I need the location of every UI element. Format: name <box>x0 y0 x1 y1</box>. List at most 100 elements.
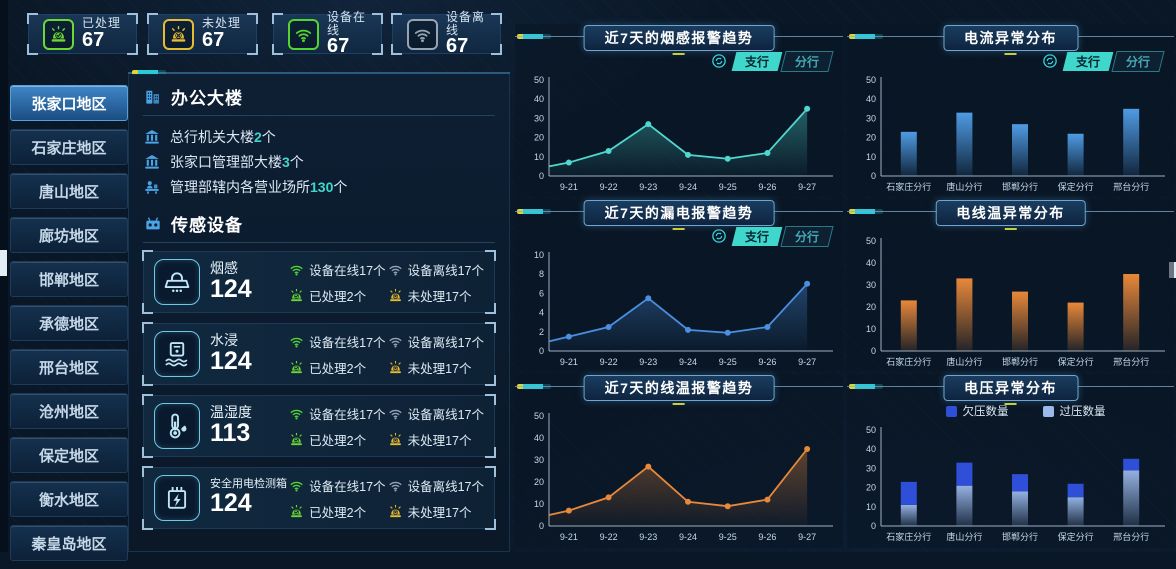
stat-count: 17 <box>457 263 472 278</box>
sidebar-item-hengshui[interactable]: 衡水地区 <box>10 481 128 517</box>
svg-text:30: 30 <box>866 463 876 473</box>
stat-value: 67 <box>202 28 225 51</box>
sensor-name: 安全用电检测箱 <box>210 478 287 491</box>
svg-text:9-25: 9-25 <box>719 532 737 542</box>
voltage-legend: 欠压数量 过压数量 <box>847 400 1174 422</box>
switch-icon[interactable] <box>711 53 727 69</box>
svg-text:0: 0 <box>539 346 544 356</box>
switch-icon[interactable] <box>1042 53 1058 69</box>
stat-count: 2 <box>346 361 354 376</box>
svg-text:保定分行: 保定分行 <box>1058 531 1094 542</box>
svg-text:40: 40 <box>866 258 876 268</box>
stat-unit: 个 <box>471 263 484 278</box>
wifi-online-icon <box>289 406 304 421</box>
sensor-card-temp-humidity[interactable]: 温湿度 113 设备在线17个 设备离线17个 已处理2个 未处理17个 <box>142 394 496 457</box>
sensor-name: 烟感 <box>210 259 238 276</box>
sensor-device-icon <box>143 214 163 234</box>
stat-unit: 个 <box>471 479 484 494</box>
sidebar-item-qinhuangdao[interactable]: 秦皇岛地区 <box>10 525 128 561</box>
sensor-card-water[interactable]: 水浸 124 设备在线17个 设备离线17个 已处理2个 未处理17个 <box>142 322 496 385</box>
row-count: 2 <box>254 128 262 145</box>
alarm-x-icon <box>388 432 403 447</box>
switch-icon[interactable] <box>711 228 727 244</box>
stat-card-handled: 已处理 67 <box>27 13 138 54</box>
stat-card-online: 设备在线 67 <box>272 11 383 57</box>
chart-title: 近7天的烟感报警趋势 <box>583 25 775 51</box>
left-edge-tick <box>0 250 7 276</box>
svg-text:9-24: 9-24 <box>679 357 697 367</box>
alarm-check-icon <box>289 288 304 303</box>
stat-unit: 个 <box>373 479 386 494</box>
region-sidebar: 张家口地区 石家庄地区 唐山地区 廊坊地区 邯郸地区 承德地区 邢台地区 沧州地… <box>10 85 128 569</box>
alarm-x-icon <box>388 504 403 519</box>
sensor-total: 124 <box>210 489 252 518</box>
sidebar-item-baoding[interactable]: 保定地区 <box>10 437 128 473</box>
stat-text: 已处理 <box>309 289 347 304</box>
handled-stat: 已处理2个 <box>289 502 385 521</box>
sensor-card-electric-box[interactable]: 安全用电检测箱 124 设备在线17个 设备离线17个 已处理2个 未处理17个 <box>142 466 496 529</box>
sidebar-item-shijiazhuang[interactable]: 石家庄地区 <box>10 129 128 165</box>
toggle-zhihang[interactable]: 支行 <box>731 51 783 71</box>
line-ornament <box>132 70 166 75</box>
wifi-online-icon <box>289 478 304 493</box>
svg-text:9-27: 9-27 <box>798 182 816 192</box>
svg-text:0: 0 <box>539 171 544 181</box>
legend-swatch <box>1042 405 1054 417</box>
stat-text: 设备离线 <box>407 335 458 350</box>
stat-text: 未处理 <box>407 289 446 304</box>
svg-text:保定分行: 保定分行 <box>1058 181 1094 192</box>
svg-text:邢台分行: 邢台分行 <box>1113 181 1149 192</box>
sidebar-item-tangshan[interactable]: 唐山地区 <box>10 173 128 209</box>
svg-text:9-26: 9-26 <box>758 357 776 367</box>
stat-text: 设备在线 <box>309 335 360 350</box>
stat-text: 未处理 <box>407 505 446 520</box>
stat-label: 未处理 <box>202 16 242 31</box>
sidebar-item-xingtai[interactable]: 邢台地区 <box>10 349 128 385</box>
svg-text:9-23: 9-23 <box>639 532 657 542</box>
wire-temp-anomaly-chart: 0 10 20 30 40 50 石家庄分行 唐山分行 邯郸分行 保定分行 邢台分行 <box>851 233 1174 372</box>
svg-text:9-22: 9-22 <box>600 357 618 367</box>
handled-stat: 已处理2个 <box>289 430 385 449</box>
stat-unit: 个 <box>471 407 484 422</box>
sensor-card-smoke[interactable]: 烟感 124 设备在线17个 设备离线17个 已处理2个 未处理17个 <box>142 250 496 313</box>
stat-unit: 个 <box>353 361 367 376</box>
svg-text:40: 40 <box>866 444 876 454</box>
alarm-check-icon <box>289 360 304 375</box>
row-unit: 个 <box>333 178 348 195</box>
stat-text: 已处理 <box>309 433 347 448</box>
section-title: 办公大楼 <box>171 89 243 108</box>
sidebar-item-zhangjiakou[interactable]: 张家口地区 <box>10 85 128 121</box>
svg-text:唐山分行: 唐山分行 <box>946 356 982 367</box>
stat-count: 17 <box>457 479 472 494</box>
toggle-zhihang[interactable]: 支行 <box>731 226 783 246</box>
stat-unit: 个 <box>458 289 472 304</box>
offline-stat: 设备离线17个 <box>388 332 484 351</box>
toggle-fenhang[interactable]: 分行 <box>780 50 834 72</box>
sidebar-item-cangzhou[interactable]: 沧州地区 <box>10 393 128 429</box>
sidebar-item-langfang[interactable]: 廊坊地区 <box>10 217 128 253</box>
section-title: 传感设备 <box>171 216 243 235</box>
sidebar-item-handan[interactable]: 邯郸地区 <box>10 261 128 297</box>
building-row: 总行机关大楼2个 <box>143 124 495 149</box>
stat-value: 67 <box>446 35 469 58</box>
chart-title: 电压异常分布 <box>943 375 1078 401</box>
building-row: 张家口管理部大楼3个 <box>143 149 495 174</box>
sidebar-item-chengde[interactable]: 承德地区 <box>10 305 128 341</box>
svg-text:30: 30 <box>866 113 876 123</box>
wifi-offline-icon <box>388 334 403 349</box>
stat-unit: 个 <box>458 505 472 520</box>
sensor-total: 124 <box>210 274 252 303</box>
toggle-zhihang[interactable]: 支行 <box>1062 51 1114 71</box>
wifi-online-icon <box>289 262 304 277</box>
toggle-fenhang[interactable]: 分行 <box>1111 50 1165 72</box>
stat-unit: 个 <box>353 433 367 448</box>
svg-text:20: 20 <box>534 133 544 143</box>
row-unit: 个 <box>289 153 304 170</box>
stat-count: 2 <box>346 289 354 304</box>
svg-text:4: 4 <box>539 308 544 318</box>
stat-label: 已处理 <box>82 16 122 31</box>
stat-unit: 个 <box>353 289 367 304</box>
offline-stat: 设备离线17个 <box>388 476 484 495</box>
toggle-fenhang[interactable]: 分行 <box>780 225 834 247</box>
alarm-x-icon <box>388 360 403 375</box>
